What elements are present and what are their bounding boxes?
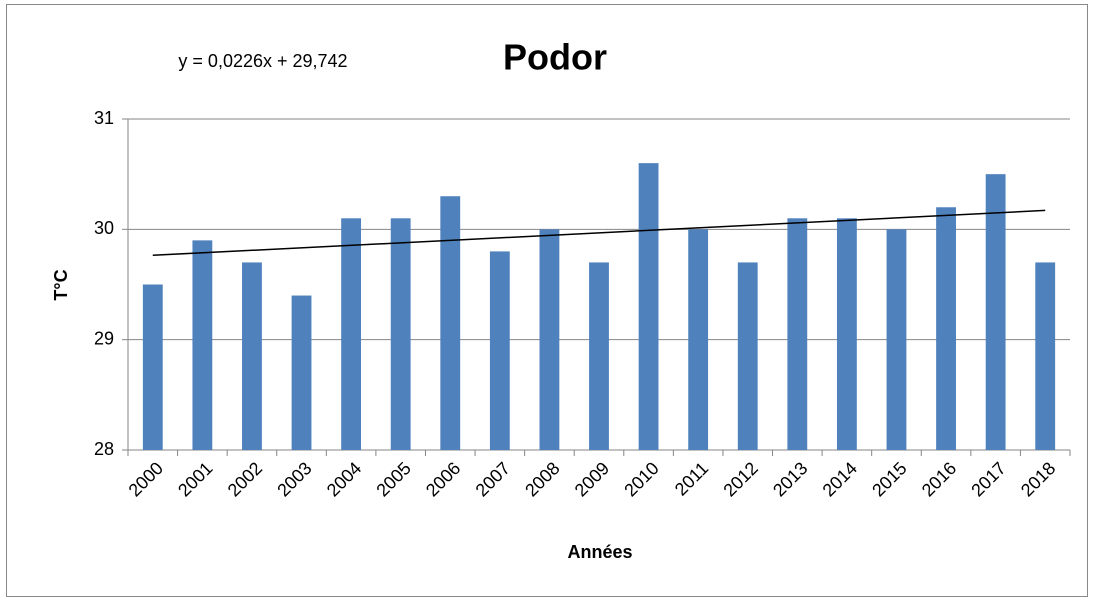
bar	[886, 229, 907, 450]
bar	[390, 218, 411, 450]
bar	[638, 163, 659, 450]
bar	[192, 240, 213, 450]
bar	[242, 262, 262, 450]
trendline	[152, 209, 1046, 257]
bar	[737, 262, 758, 450]
y-tick-label: 30	[94, 218, 114, 238]
bar	[539, 229, 560, 450]
chart-title: Podor	[503, 37, 607, 78]
x-axis-label: Années	[567, 542, 632, 562]
bar	[1035, 262, 1056, 450]
bar	[836, 218, 857, 450]
bar	[985, 174, 1006, 450]
y-tick-label: 28	[94, 439, 114, 459]
bar	[291, 295, 312, 450]
bar	[341, 218, 362, 450]
bar	[142, 284, 163, 450]
y-axis-label: T°C	[51, 269, 71, 300]
trendline-equation: y = 0,0226x + 29,742	[178, 51, 347, 71]
bar	[787, 218, 808, 450]
bar	[936, 207, 956, 450]
y-tick-label: 29	[94, 328, 114, 348]
bar	[489, 251, 510, 450]
bar	[589, 262, 609, 450]
y-tick-label: 31	[94, 108, 114, 128]
bar	[688, 229, 709, 450]
bar	[440, 196, 461, 450]
